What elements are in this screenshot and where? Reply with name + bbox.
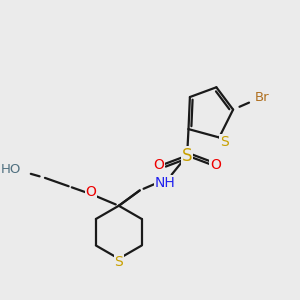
Text: HO: HO [1,163,21,176]
Text: S: S [114,255,123,269]
Text: O: O [153,158,164,172]
Text: NH: NH [155,176,176,190]
Text: O: O [85,185,96,199]
Text: S: S [182,147,192,165]
Text: O: O [210,158,221,172]
Text: S: S [220,135,229,148]
Text: Br: Br [255,91,270,103]
